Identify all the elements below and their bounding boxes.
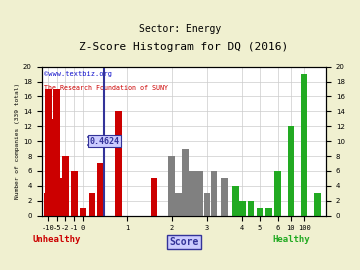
Text: The Research Foundation of SUNY: The Research Foundation of SUNY (44, 85, 168, 90)
Bar (53, 89, 60, 215)
Title: Z-Score Histogram for DQ (2016): Z-Score Histogram for DQ (2016) (79, 42, 288, 52)
Bar (274, 171, 281, 215)
Bar (175, 193, 182, 215)
Bar (257, 208, 263, 215)
Bar (62, 156, 69, 215)
Bar (44, 193, 51, 215)
Bar (49, 119, 55, 215)
Bar (221, 178, 228, 215)
Bar (203, 193, 210, 215)
Bar (150, 178, 157, 215)
Y-axis label: Number of companies (339 total): Number of companies (339 total) (15, 83, 20, 199)
Bar (197, 171, 203, 215)
Bar (115, 111, 122, 215)
Bar (50, 134, 57, 215)
Text: ©www.textbiz.org: ©www.textbiz.org (44, 71, 112, 77)
Bar (98, 163, 104, 215)
Bar (168, 156, 175, 215)
Bar (71, 171, 77, 215)
Bar (239, 201, 246, 215)
Bar (56, 178, 63, 215)
Bar (265, 208, 272, 215)
X-axis label: Score: Score (169, 237, 199, 247)
Bar (89, 193, 95, 215)
Bar (232, 186, 239, 215)
Bar (301, 74, 307, 215)
Bar (314, 193, 321, 215)
Text: Sector: Energy: Sector: Energy (139, 24, 221, 34)
Bar (248, 201, 255, 215)
Text: 0.4624: 0.4624 (89, 137, 120, 146)
Bar (189, 171, 196, 215)
Bar (52, 148, 59, 215)
Bar (183, 148, 189, 215)
Text: Healthy: Healthy (272, 235, 310, 244)
Bar (211, 171, 217, 215)
Text: Unhealthy: Unhealthy (32, 235, 81, 244)
Bar (80, 208, 86, 215)
Bar (45, 89, 52, 215)
Bar (288, 126, 294, 215)
